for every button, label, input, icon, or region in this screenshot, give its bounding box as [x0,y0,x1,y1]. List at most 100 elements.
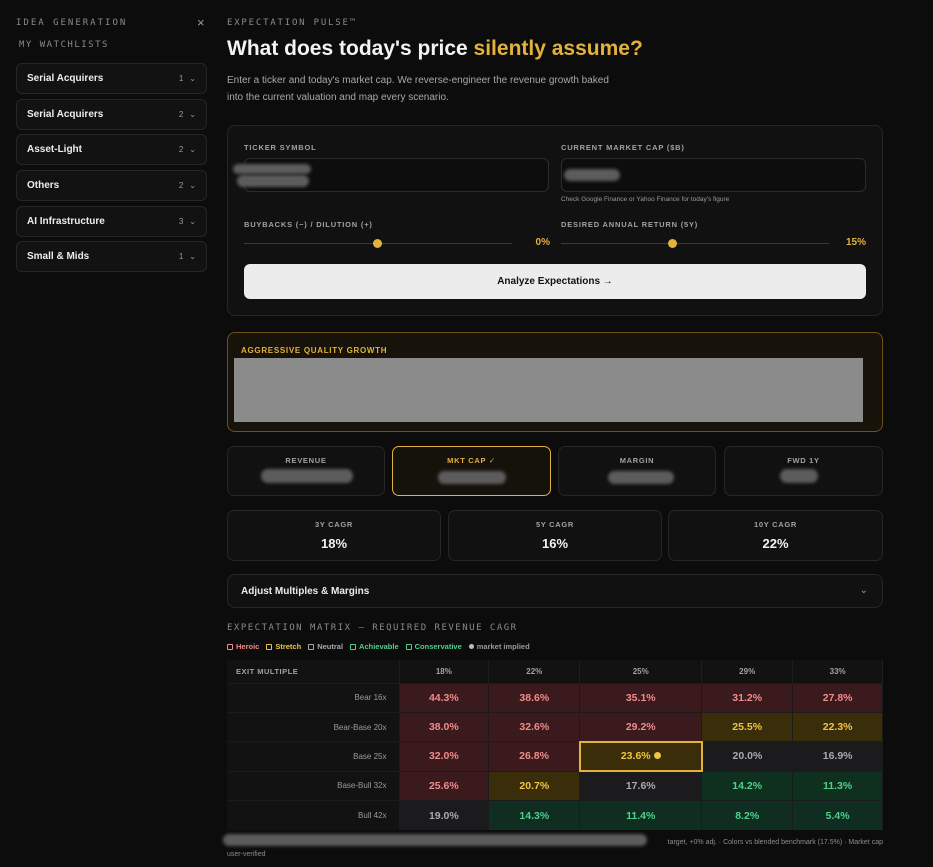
matrix-cell[interactable]: 38.6% [488,682,581,713]
matrix-cell[interactable]: 35.1% [579,682,703,713]
metric-label: FWD 1Y [787,456,820,465]
matrix-cell[interactable]: 17.6% [579,770,703,801]
cell-value: 14.3% [519,809,550,822]
matrix-cell[interactable]: 19.0% [399,800,490,830]
slider-handle[interactable] [373,239,382,248]
matrix-cell[interactable]: 20.7% [488,770,581,801]
matrix-cell[interactable]: 11.4% [579,800,703,830]
return-slider[interactable] [561,239,829,249]
watchlist-item[interactable]: Serial Acquirers 2 ⌄ [16,99,207,130]
input-form: TICKER SYMBOL CURRENT MARKET CAP ($B) Ch… [227,125,883,316]
matrix-title: EXPECTATION MATRIX — REQUIRED REVENUE CA… [227,623,518,633]
matrix-cell[interactable]: 38.0% [399,711,490,742]
redacted-value [261,469,353,483]
verdict-title: AGGRESSIVE QUALITY GROWTH [241,346,388,355]
metric-fwd-1y[interactable]: FWD 1Y [724,446,883,496]
matrix-cell[interactable]: 32.0% [399,741,490,772]
redacted-value [438,471,506,484]
cell-value: 32.0% [428,750,459,763]
matrix-cell[interactable]: 5.4% [792,800,883,830]
mktcap-hint: Check Google Finance or Yahoo Finance fo… [561,196,730,203]
buyback-slider[interactable] [244,239,512,249]
matrix-cell[interactable]: 31.2% [701,682,794,713]
legend-label: market implied [476,642,530,651]
watchlist-item[interactable]: Serial Acquirers 1 ⌄ [16,63,207,94]
cell-value: 27.8% [822,691,853,704]
cell-value: 31.2% [732,691,763,704]
matrix-cell[interactable]: 25.6% [399,770,490,801]
analyze-button[interactable]: Analyze Expectations → [244,264,866,299]
column-header: 25% [579,660,703,683]
metric-revenue[interactable]: REVENUE [227,446,385,496]
matrix-cell[interactable]: 14.3% [488,800,581,830]
legend-item: Achievable [350,642,399,651]
matrix-cell[interactable]: 22.3% [792,711,883,742]
chevron-down-icon: ⌄ [189,181,196,190]
matrix-cell[interactable]: 14.2% [701,770,794,801]
legend-label: Achievable [359,642,399,651]
watchlist-name: Small & Mids [27,251,90,262]
watchlist-count: 2 [178,181,184,190]
matrix-cell[interactable]: 16.9% [792,741,883,772]
table-row: Bull 42x 19.0% 14.3% 11.4% 8.2% 5.4% [227,800,883,830]
square-icon [405,643,412,650]
cagr-label: 5Y CAGR [535,520,575,529]
slider-handle[interactable] [668,239,677,248]
cagr-5y: 5Y CAGR 16% [448,510,662,561]
cell-value: 20.7% [519,779,550,792]
cell-value: 26.8% [519,750,549,763]
cell-value: 19.0% [428,809,459,822]
watchlist-name: Asset-Light [27,144,82,155]
cagr-10y: 10Y CAGR 22% [668,510,883,561]
matrix-cell[interactable]: 8.2% [701,800,794,830]
sidebar-heading: IDEA GENERATION [16,18,128,28]
watchlist-name: AI Infrastructure [27,216,105,227]
cell-value: 23.6% [620,750,651,763]
cell-value: 22.3% [822,721,853,734]
matrix-cell[interactable]: 26.8% [488,741,581,772]
column-header: 29% [701,660,794,683]
table-row: Base 25x 32.0% 26.8% 23.6% 20.0% 16.9% [227,740,883,773]
page-kicker: EXPECTATION PULSE™ [227,18,357,28]
cell-value: 8.2% [735,809,760,822]
matrix-cell[interactable]: 29.2% [579,711,703,742]
row-label: Base-Bull 32x [227,770,400,801]
square-icon [350,643,357,650]
matrix-cell[interactable]: 44.3% [399,682,490,713]
corner-header: EXIT MULTIPLE [227,660,400,683]
chevron-down-icon: ⌄ [189,74,196,83]
cagr-label: 3Y CAGR [314,520,354,529]
cell-value: 11.3% [823,779,853,792]
cagr-value: 18% [320,536,348,551]
ticker-input[interactable] [233,158,549,192]
redacted-value [223,834,647,846]
market-implied-dot-icon [653,752,661,760]
legend-label: Stretch [275,642,302,651]
watchlist-item[interactable]: Small & Mids 1 ⌄ [16,241,207,272]
matrix-cell[interactable]: 25.5% [701,711,794,742]
matrix-cell[interactable]: 20.0% [701,741,794,772]
market-implied-cell[interactable]: 23.6% [578,740,703,773]
matrix-cell[interactable]: 27.8% [792,682,883,713]
cell-value: 35.1% [625,691,656,704]
watchlist-count: 3 [178,217,184,226]
mktcap-input[interactable] [561,158,866,192]
footnote-line1: target, +0% adj. · Colors vs blended ben… [667,839,883,846]
chevron-down-icon: ⌄ [189,217,196,226]
cell-value: 5.4% [825,809,850,822]
matrix-cell[interactable]: 11.3% [792,770,883,801]
legend-item: Heroic [227,642,259,651]
metric-margin[interactable]: MARGIN [558,446,716,496]
legend-label: Conservative [414,642,462,651]
close-icon[interactable]: × [197,15,205,30]
matrix-cell[interactable]: 32.6% [488,711,581,742]
metric-mkt-cap[interactable]: MKT CAP ✓ [392,446,551,496]
adjust-multiples-toggle[interactable]: Adjust Multiples & Margins ⌄ [227,574,883,608]
watchlist-item[interactable]: AI Infrastructure 3 ⌄ [16,206,207,237]
row-label: Base 25x [227,741,400,772]
watchlist-item[interactable]: Others 2 ⌄ [16,170,207,201]
dot-icon [468,644,474,649]
watchlist-count: 2 [178,110,184,119]
watchlist-item[interactable]: Asset-Light 2 ⌄ [16,134,207,165]
title-main: What does today's price [227,37,474,60]
